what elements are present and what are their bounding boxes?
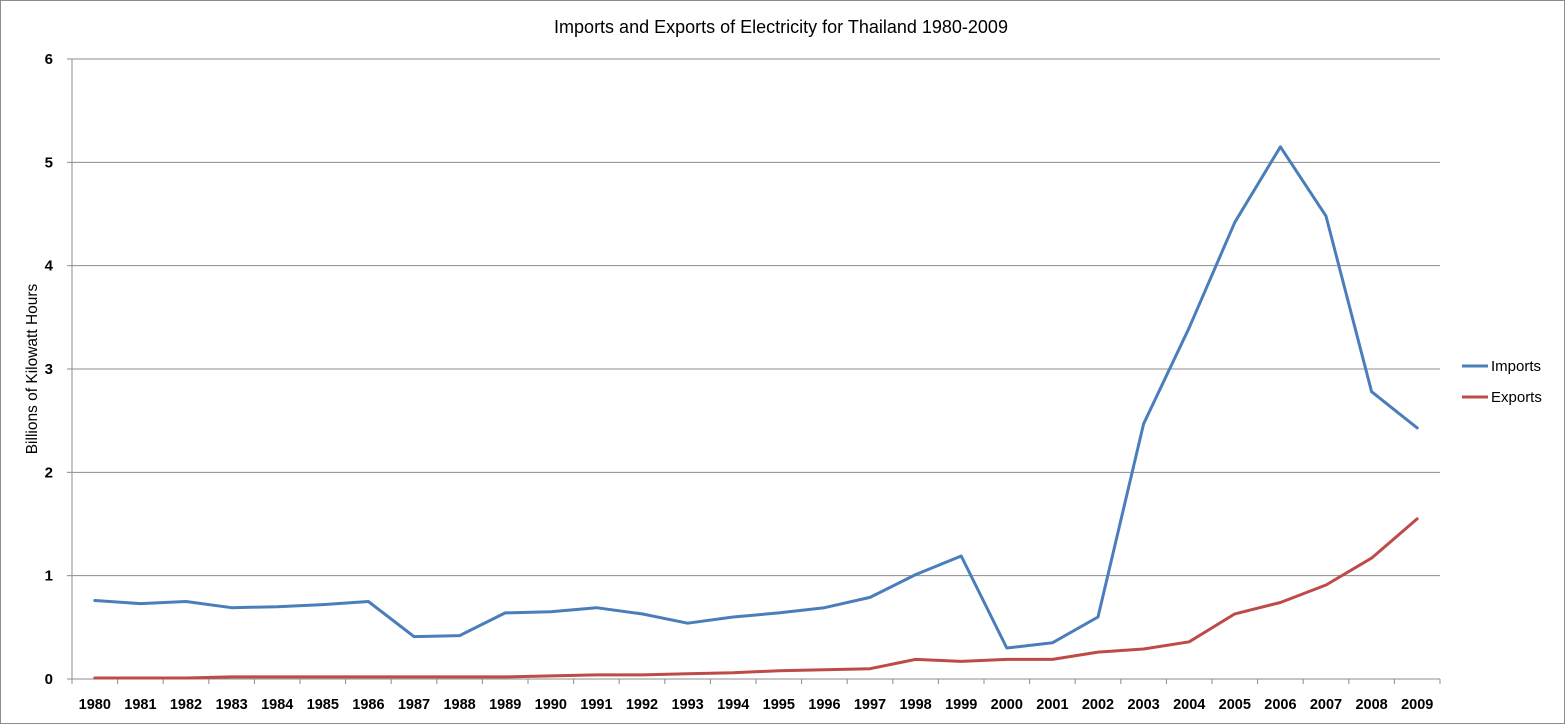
x-tick-label: 1984 <box>261 697 293 713</box>
x-tick-label: 1992 <box>626 697 658 713</box>
x-tick-label: 1990 <box>535 697 567 713</box>
series-line-imports <box>93 145 1419 650</box>
x-tick-label: 2005 <box>1219 697 1251 713</box>
x-tick-label: 2000 <box>991 697 1023 713</box>
y-tick-label: 5 <box>45 154 53 171</box>
y-tick-label: 2 <box>45 464 53 481</box>
y-tick-label: 4 <box>45 258 54 275</box>
x-tick-label: 2009 <box>1401 697 1433 713</box>
gridlines <box>72 58 1440 577</box>
x-tick-label: 1983 <box>215 697 247 713</box>
x-tick-label: 2001 <box>1036 697 1068 713</box>
x-tick-label: 1995 <box>763 697 795 713</box>
x-tick-label: 1985 <box>307 697 339 713</box>
y-tick-label: 3 <box>45 361 53 378</box>
chart-title: Imports and Exports of Electricity for T… <box>554 17 1008 37</box>
x-tick-label: 2006 <box>1264 697 1296 713</box>
y-axis-title: Billions of Kilowatt Hours <box>24 283 41 454</box>
y-tick-label: 1 <box>45 568 53 585</box>
series-line-exports <box>93 517 1419 680</box>
series-lines <box>93 145 1419 680</box>
x-tick-label: 1982 <box>170 697 202 713</box>
x-tick-label: 2007 <box>1310 697 1342 713</box>
x-tick-label: 1993 <box>671 697 703 713</box>
x-tick-label: 1997 <box>854 697 886 713</box>
x-tick-label: 1981 <box>124 697 156 713</box>
y-tick-labels: 0 1 2 3 4 5 6 <box>45 51 54 688</box>
x-tick-label: 2003 <box>1127 697 1159 713</box>
x-tick-label: 1989 <box>489 697 521 713</box>
y-tick-label: 0 <box>45 671 53 688</box>
x-tick-label: 2002 <box>1082 697 1114 713</box>
y-tick-label: 6 <box>45 51 53 68</box>
x-tick-labels: 1980 1981 1982 1983 1984 1985 1986 1987 1988 1989… <box>79 697 1434 713</box>
x-tick-label: 1999 <box>945 697 977 713</box>
x-tick-label: 1987 <box>398 697 430 713</box>
x-tick-label: 1998 <box>899 697 931 713</box>
legend: Imports Exports <box>1462 358 1542 406</box>
axes <box>67 58 1441 684</box>
x-tick-label: 1986 <box>352 697 384 713</box>
x-tick-label: 2004 <box>1173 697 1205 713</box>
x-tick-label: 1991 <box>580 697 612 713</box>
x-tick-label: 1994 <box>717 697 749 713</box>
x-tick-label: 1996 <box>808 697 840 713</box>
legend-label-imports: Imports <box>1491 358 1541 375</box>
legend-label-exports: Exports <box>1491 389 1542 406</box>
x-tick-label: 1988 <box>443 697 475 713</box>
x-tick-label: 1980 <box>79 697 111 713</box>
x-tick-label: 2008 <box>1355 697 1387 713</box>
